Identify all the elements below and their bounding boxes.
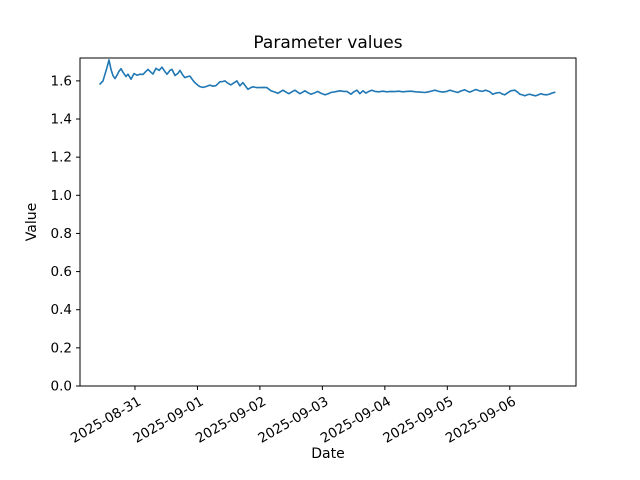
y-tick-label: 0.6: [51, 264, 72, 280]
x-axis-label: Date: [311, 446, 344, 462]
x-tick-label: 2025-09-02: [193, 394, 269, 447]
x-tick-label: 2025-09-05: [380, 394, 456, 447]
x-tick-label: 2025-09-01: [130, 394, 206, 447]
x-tick-label: 2025-09-06: [443, 394, 519, 447]
x-axis-ticks: 2025-08-312025-09-012025-09-022025-09-03…: [68, 386, 519, 447]
chart-title: Parameter values: [253, 33, 402, 53]
y-tick-label: 0.8: [51, 226, 72, 242]
y-tick-label: 0.0: [51, 379, 72, 395]
y-tick-label: 1.0: [51, 188, 72, 204]
data-series: [99, 59, 556, 97]
y-tick-label: 0.4: [51, 302, 72, 318]
parameter-line: [99, 59, 556, 97]
x-tick-label: 2025-09-04: [318, 394, 394, 447]
x-tick-label: 2025-08-31: [68, 394, 144, 447]
y-tick-label: 0.2: [51, 340, 72, 356]
y-tick-label: 1.4: [51, 112, 72, 128]
y-tick-label: 1.6: [51, 73, 72, 89]
plot-border: [79, 57, 577, 387]
x-tick-label: 2025-09-03: [255, 394, 331, 447]
y-axis-ticks: 0.0 0.2 0.4 0.6 0.8 1.0 1.2 1.4 1.6: [51, 73, 80, 395]
y-tick-label: 1.2: [51, 150, 72, 166]
y-axis-label: Value: [24, 203, 40, 241]
